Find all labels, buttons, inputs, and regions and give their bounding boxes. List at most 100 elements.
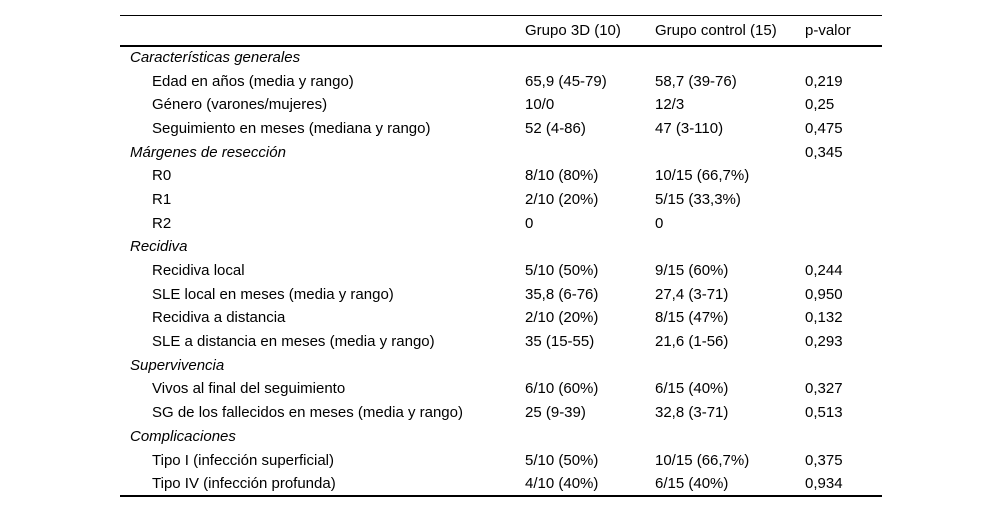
cell-p-valor [805, 211, 882, 235]
cell-grupo-control: 9/15 (60%) [655, 262, 729, 280]
table-row: Recidiva a distancia 2/10 (20%) 8/15 (47… [120, 306, 882, 330]
row-label: Recidiva a distancia [152, 309, 286, 327]
cell-grupo-3d [525, 235, 655, 259]
cell-grupo-control: 6/15 (40%) [655, 474, 729, 492]
row-label: R2 [152, 214, 172, 232]
row-label: R0 [152, 167, 172, 185]
cell-grupo-control: 6/15 (40%) [655, 380, 729, 398]
cell-grupo-control: 21,6 (1-56) [655, 333, 729, 351]
cell-grupo-3d: 4/10 (40%) [525, 474, 599, 492]
cell-grupo-3d [525, 353, 655, 377]
cell-p-valor [805, 164, 882, 188]
row-label: R1 [152, 190, 172, 208]
cell-p-valor [805, 188, 882, 212]
cell-p-valor: 0,132 [805, 309, 843, 327]
cell-p-valor: 0,950 [805, 285, 843, 303]
row-label: Edad en años (media y rango) [152, 72, 354, 90]
cell-grupo-3d [525, 46, 655, 70]
table-row: Complicaciones [120, 425, 882, 449]
cell-grupo-control [655, 235, 805, 259]
table-row: Características generales [120, 46, 882, 70]
table-row: Vivos al final del seguimiento 6/10 (60%… [120, 377, 882, 401]
cell-p-valor [805, 353, 882, 377]
table-row: SLE a distancia en meses (media y rango)… [120, 330, 882, 354]
cell-grupo-control: 47 (3-110) [655, 119, 724, 137]
row-label: Supervivencia [130, 356, 225, 374]
table-row: Supervivencia [120, 353, 882, 377]
cell-grupo-control: 10/15 (66,7%) [655, 167, 750, 185]
cell-grupo-control [655, 425, 805, 449]
cell-grupo-3d: 25 (9-39) [525, 404, 586, 422]
cell-grupo-3d: 0 [525, 214, 534, 232]
cell-p-valor: 0,375 [805, 451, 843, 469]
cell-p-valor: 0,934 [805, 474, 843, 492]
row-label: Recidiva [130, 238, 188, 256]
cell-grupo-control: 27,4 (3-71) [655, 285, 729, 303]
cell-grupo-control [655, 46, 805, 70]
header-p-valor: p-valor [805, 15, 882, 47]
cell-grupo-control [655, 353, 805, 377]
cell-grupo-3d: 65,9 (45-79) [525, 72, 607, 90]
cell-grupo-3d: 35 (15-55) [525, 333, 595, 351]
cell-p-valor: 0,293 [805, 333, 843, 351]
cell-grupo-control: 8/15 (47%) [655, 309, 729, 327]
cell-grupo-3d: 8/10 (80%) [525, 167, 599, 185]
cell-grupo-3d: 5/10 (50%) [525, 451, 599, 469]
row-label: Complicaciones [130, 427, 236, 445]
cell-grupo-control: 32,8 (3-71) [655, 404, 729, 422]
table-row: Márgenes de resección 0,345 [120, 140, 882, 164]
table-row: Recidiva [120, 235, 882, 259]
table-row: R1 2/10 (20%) 5/15 (33,3%) [120, 188, 882, 212]
table-row: R2 0 0 [120, 211, 882, 235]
cell-p-valor [805, 425, 882, 449]
cell-grupo-3d [525, 425, 655, 449]
cell-grupo-3d: 6/10 (60%) [525, 380, 599, 398]
header-empty-cell [120, 15, 525, 47]
cell-p-valor: 0,244 [805, 262, 843, 280]
header-grupo-control: Grupo control (15) [655, 15, 805, 47]
cell-grupo-control: 10/15 (66,7%) [655, 451, 750, 469]
row-label: Género (varones/mujeres) [152, 96, 328, 114]
row-label: Tipo I (infección superficial) [152, 451, 335, 469]
cell-p-valor: 0,327 [805, 380, 843, 398]
comparison-table: Grupo 3D (10) Grupo control (15) p-valor… [120, 15, 882, 497]
cell-p-valor: 0,513 [805, 404, 843, 422]
cell-grupo-control: 0 [655, 214, 664, 232]
cell-p-valor: 0,475 [805, 119, 843, 137]
cell-p-valor: 0,345 [805, 143, 843, 161]
table-row: Edad en años (media y rango) 65,9 (45-79… [120, 69, 882, 93]
header-row: Grupo 3D (10) Grupo control (15) p-valor [120, 15, 882, 47]
cell-grupo-3d: 10/0 [525, 96, 555, 114]
cell-grupo-3d: 2/10 (20%) [525, 309, 599, 327]
table-row: Tipo IV (infección profunda) 4/10 (40%) … [120, 472, 882, 496]
table-row: Seguimiento en meses (mediana y rango) 5… [120, 117, 882, 141]
row-label: Vivos al final del seguimiento [152, 380, 346, 398]
row-label: SLE a distancia en meses (media y rango) [152, 333, 435, 351]
cell-p-valor: 0,25 [805, 96, 835, 114]
row-label: Características generales [130, 49, 301, 67]
cell-grupo-3d: 35,8 (6-76) [525, 285, 599, 303]
row-label: Márgenes de resección [130, 143, 286, 161]
cell-grupo-3d: 52 (4-86) [525, 119, 586, 137]
table-row: SLE local en meses (media y rango) 35,8 … [120, 282, 882, 306]
cell-p-valor: 0,219 [805, 72, 843, 90]
table-row: Tipo I (infección superficial) 5/10 (50%… [120, 448, 882, 472]
table-row: Recidiva local 5/10 (50%) 9/15 (60%) 0,2… [120, 259, 882, 283]
table-row: Género (varones/mujeres) 10/0 12/3 0,25 [120, 93, 882, 117]
row-label: Tipo IV (infección profunda) [152, 474, 336, 492]
cell-grupo-control: 58,7 (39-76) [655, 72, 737, 90]
cell-grupo-3d [525, 140, 655, 164]
row-label: SG de los fallecidos en meses (media y r… [152, 404, 463, 422]
cell-grupo-3d: 5/10 (50%) [525, 262, 599, 280]
cell-grupo-control: 5/15 (33,3%) [655, 190, 741, 208]
cell-p-valor [805, 235, 882, 259]
cell-grupo-control [655, 140, 805, 164]
row-label: SLE local en meses (media y rango) [152, 285, 394, 303]
cell-p-valor [805, 46, 882, 70]
cell-grupo-control: 12/3 [655, 96, 685, 114]
row-label: Seguimiento en meses (mediana y rango) [152, 119, 431, 137]
table-row: R0 8/10 (80%) 10/15 (66,7%) [120, 164, 882, 188]
cell-grupo-3d: 2/10 (20%) [525, 190, 599, 208]
row-label: Recidiva local [152, 262, 245, 280]
header-grupo-3d: Grupo 3D (10) [525, 15, 655, 47]
